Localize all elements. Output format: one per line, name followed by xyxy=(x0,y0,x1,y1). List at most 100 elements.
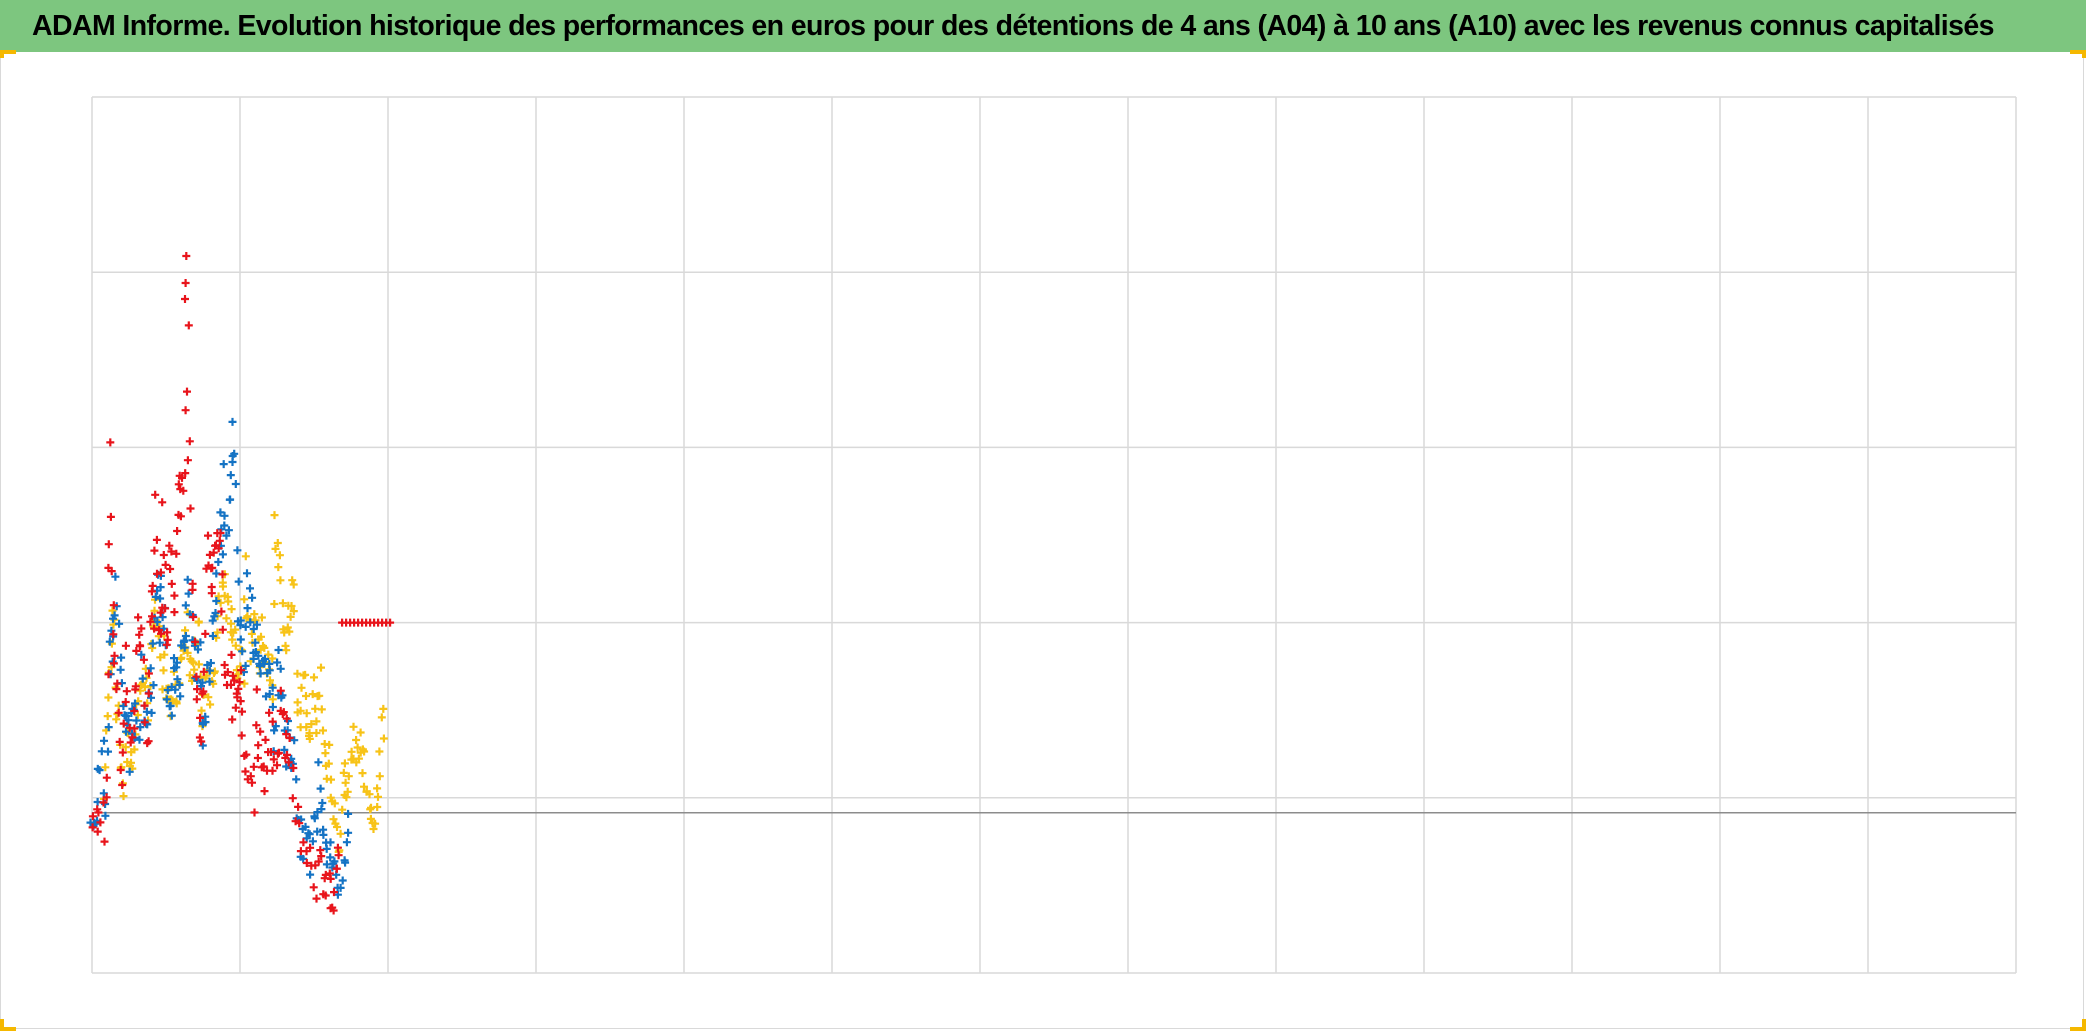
series-0-point-52 xyxy=(148,612,156,621)
series-2-point-250 xyxy=(374,792,382,801)
series-0-point-135 xyxy=(228,715,237,724)
series-1-point-13 xyxy=(104,747,112,756)
series-1-point-229 xyxy=(342,838,351,847)
series-1-point-202 xyxy=(306,870,315,879)
series-2-point-249 xyxy=(373,784,382,793)
series-1-point-30 xyxy=(122,711,131,720)
series-1 xyxy=(86,417,353,899)
series-0-point-75 xyxy=(167,579,176,588)
series-2-point-156 xyxy=(270,600,279,608)
series-1-point-102 xyxy=(198,678,207,687)
series-2-point-107 xyxy=(216,598,225,607)
series-2-point-120 xyxy=(231,625,240,634)
series-1-point-183 xyxy=(283,726,292,735)
series-1-point-41 xyxy=(132,716,141,725)
series-1-point-163 xyxy=(261,655,269,663)
series-1-point-150 xyxy=(248,593,257,602)
series-1-point-7 xyxy=(95,766,104,775)
series-2-point-234 xyxy=(356,728,365,737)
series-0-point-96 xyxy=(186,504,195,513)
series-0-point-100 xyxy=(191,637,200,646)
series-1-point-177 xyxy=(276,664,285,673)
series-0-point-195 xyxy=(309,883,318,892)
series-0-point-126 xyxy=(218,570,227,579)
series-2-point-197 xyxy=(315,691,324,700)
series-2-point-81 xyxy=(187,657,196,666)
series-0-point-184 xyxy=(289,764,298,772)
series-1-point-127 xyxy=(224,526,233,535)
series-1-point-206 xyxy=(313,827,322,836)
series-2-point-177 xyxy=(293,698,302,707)
series-1-point-167 xyxy=(265,666,274,675)
series-1-point-111 xyxy=(206,659,215,667)
chart-title: ADAM Informe. Evolution historique des p… xyxy=(32,9,1994,42)
series-1-point-122 xyxy=(218,550,227,559)
series-2-point-202 xyxy=(321,749,330,758)
series-1-point-74 xyxy=(167,711,176,720)
series-1-point-115 xyxy=(211,609,220,617)
series-2-point-224 xyxy=(344,772,353,781)
series-2-point-79 xyxy=(185,671,194,680)
series-2-point-184 xyxy=(302,692,310,700)
series-1-point-209 xyxy=(316,784,325,793)
series-1-point-26 xyxy=(116,665,125,674)
series-1-point-43 xyxy=(136,723,145,732)
series-0-point-72 xyxy=(166,565,175,573)
series-1-point-80 xyxy=(172,658,181,667)
series-0-point-93 xyxy=(183,387,191,396)
series-0-point-137 xyxy=(230,676,239,685)
series-0-point-200 xyxy=(317,852,326,861)
series-0-point-192 xyxy=(302,859,311,867)
series-2-point-19 xyxy=(119,792,128,801)
series-0-point-103 xyxy=(192,695,201,704)
series-0-point-0 xyxy=(88,823,97,832)
series-0-point-65 xyxy=(158,498,167,507)
series-0-point-24 xyxy=(116,766,125,774)
series-2-point-162 xyxy=(276,576,285,585)
series-0-point-94 xyxy=(185,437,194,446)
series-2-point-163 xyxy=(278,599,287,608)
series-0-point-67 xyxy=(161,560,170,569)
series-1-point-171 xyxy=(270,726,279,735)
series-1-point-153 xyxy=(249,654,258,663)
series-2-point-232 xyxy=(354,754,363,763)
series-0-point-62 xyxy=(156,608,165,617)
series-1-point-58 xyxy=(151,592,160,601)
series-0-point-57 xyxy=(151,490,160,499)
series-1-point-218 xyxy=(326,838,335,847)
series-0-point-54 xyxy=(148,581,157,590)
series-1-point-208 xyxy=(314,758,323,767)
series-1-point-33 xyxy=(124,716,133,725)
series-0-point-48 xyxy=(144,737,153,746)
corner-accent-top-left-v xyxy=(0,50,4,58)
series-1-point-62 xyxy=(155,638,164,647)
series-0-point-83 xyxy=(178,473,186,482)
series-1-point-44 xyxy=(137,650,146,659)
series-1-point-49 xyxy=(142,707,151,716)
series-0-point-168 xyxy=(268,766,277,775)
series-0-point-51 xyxy=(146,617,155,626)
series-0-point-145 xyxy=(238,707,246,716)
series-0-point-152 xyxy=(248,778,256,787)
series-1-point-76 xyxy=(170,654,178,663)
series-2-point-154 xyxy=(268,695,277,704)
series-0-point-55 xyxy=(150,624,159,633)
series-1-point-147 xyxy=(243,604,252,613)
series-1-point-88 xyxy=(180,643,189,652)
series-2-point-186 xyxy=(302,723,311,732)
series-0-point-162 xyxy=(259,762,268,771)
series-2-point-220 xyxy=(340,759,349,768)
series-2-point-191 xyxy=(310,673,318,682)
series-0-point-171 xyxy=(273,761,281,770)
series-0-point-132 xyxy=(223,668,232,677)
series-0-point-141 xyxy=(234,684,243,693)
series-0-point-33 xyxy=(128,733,137,742)
series-2 xyxy=(100,511,388,856)
series-0-point-6 xyxy=(99,798,108,807)
series-2-point-229 xyxy=(352,736,361,744)
series-0-point-39 xyxy=(134,613,143,622)
series-0-point-56 xyxy=(150,546,159,555)
series-2-point-3 xyxy=(103,712,112,721)
series-2-point-129 xyxy=(240,595,249,604)
corner-accent-top-right xyxy=(2070,50,2086,54)
